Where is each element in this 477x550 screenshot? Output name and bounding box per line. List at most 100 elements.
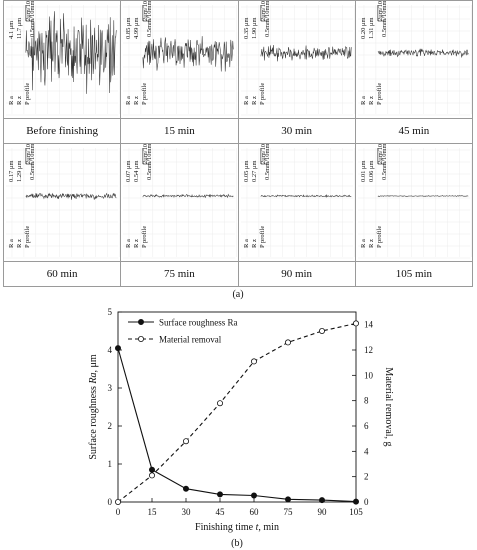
p-profile-label: P profile (258, 83, 265, 105)
series-point-1 (250, 492, 257, 499)
y-right-tick-label: 4 (364, 446, 369, 456)
scale-label-horizontal: 0.5mm/10mm (263, 144, 270, 180)
time-label: 105 min (354, 261, 474, 287)
time-label: 15 min (120, 118, 239, 144)
series-point-1 (318, 497, 325, 504)
rz-label: R z (133, 96, 140, 105)
y-right-tick-label: 2 (364, 472, 369, 482)
profile-trace (142, 36, 234, 72)
scale-label-horizontal: 0.5mm/10mm (381, 144, 388, 180)
chart-panel-b: 0 15 30 45 60 75 90 105 0 1 2 3 4 5 0 2 4 6 8 10 12 14 Finishi… (0, 300, 477, 550)
ra-label: R a (242, 96, 249, 105)
rz-label: R z (368, 96, 375, 105)
profile-trace (142, 193, 234, 199)
scale-label-horizontal: 0.5mm/10mm (146, 1, 153, 37)
legend-label-1: Surface roughness Ra (159, 318, 237, 328)
scale-label-vertical: 2μm/10mm (259, 144, 266, 164)
rz-value: 0.27 μm (250, 160, 257, 182)
p-profile-label: P profile (258, 226, 265, 248)
rz-value: 1.29 μm (16, 160, 23, 182)
scale-label-horizontal: 0.5mm/10mm (146, 144, 153, 180)
scale-label-horizontal: 0.5mm/10mm (381, 1, 388, 37)
rz-value: 11.7 μm (16, 18, 23, 39)
y-right-tick-label: 6 (364, 421, 369, 431)
time-label: 60 min (2, 261, 122, 287)
time-label-row-2: 60 min 75 min 90 min 105 min (2, 261, 474, 287)
ra-value: 4.1 μm (8, 21, 15, 39)
rz-value: 1.90 μm (250, 17, 257, 39)
legend-marker-2 (137, 336, 144, 343)
ra-label: R a (360, 96, 367, 105)
y-left-axis-label: Surface roughness Ra, μm (88, 354, 99, 460)
ra-value: 0.85 μm (125, 17, 132, 39)
time-label-row-1: Before finishing 15 min 30 min 45 min (2, 118, 474, 144)
scale-label-horizontal: 0.5mm/10mm (263, 1, 270, 37)
legend-marker-1 (137, 318, 144, 325)
x-axis-label: Finishing time t, min (195, 522, 279, 533)
rz-label: R z (368, 239, 375, 248)
p-profile-label: P profile (376, 83, 383, 105)
ra-value: 0.17 μm (8, 160, 15, 182)
y-right-tick-label: 8 (364, 396, 369, 406)
ra-label: R a (8, 239, 15, 248)
ra-value: 0.05 μm (242, 160, 249, 182)
ra-label: R a (8, 96, 15, 105)
series-point-2 (115, 498, 122, 505)
y-left-tick-label: 3 (108, 383, 113, 393)
x-tick-label: 90 (318, 507, 328, 517)
y-left-tick-label: 4 (108, 345, 113, 355)
series-point-1 (115, 345, 122, 352)
p-profile-label: P profile (376, 226, 383, 248)
profile-trace (377, 48, 469, 58)
x-tick-label: 45 (216, 507, 226, 517)
series-line-2 (117, 322, 357, 503)
series-point-2 (352, 320, 359, 327)
scale-label-vertical: 2μm/10mm (142, 144, 149, 164)
series-line-1 (117, 347, 357, 503)
series-point-1 (182, 485, 189, 492)
y-right-tick-label: 12 (364, 345, 373, 355)
ra-value: 0.07 μm (125, 160, 132, 182)
x-tick-label: 15 (148, 507, 158, 517)
scale-label-vertical: 2μm/10mm (25, 144, 32, 164)
rz-label: R z (250, 239, 257, 248)
x-tick-label: 105 (349, 507, 363, 517)
panel-b-label: (b) (231, 538, 243, 549)
series-point-2 (318, 327, 325, 334)
scale-label-vertical: 2μm/10mm (377, 144, 384, 164)
scale-label-horizontal: 0.5mm/10mm (29, 1, 36, 37)
rz-label: R z (16, 96, 23, 105)
rz-value: 1.31 μm (368, 17, 375, 39)
scale-label-vertical: 2μm/10mm (25, 1, 32, 21)
plot-frame (117, 311, 357, 503)
rz-value: 0.54 μm (133, 160, 140, 182)
time-label: 30 min (237, 118, 356, 144)
series-point-1 (148, 466, 155, 473)
y-right-tick-label: 0 (364, 497, 369, 507)
x-tick-label: 0 (116, 507, 121, 517)
profile-trace (377, 195, 469, 197)
series-point-2 (148, 472, 155, 479)
series-point-1 (352, 498, 359, 505)
p-profile-label: P profile (24, 83, 31, 105)
y-right-tick-label: 14 (364, 320, 374, 330)
panel-a-label: (a) (232, 289, 244, 300)
series-point-1 (216, 491, 223, 498)
y-right-tick-label: 10 (364, 370, 374, 380)
